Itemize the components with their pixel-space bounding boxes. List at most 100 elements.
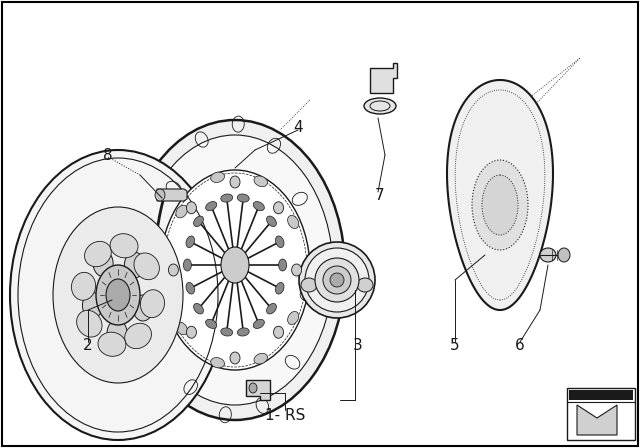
Text: 4: 4 (293, 121, 303, 135)
Ellipse shape (330, 273, 344, 287)
Ellipse shape (122, 220, 132, 230)
Ellipse shape (230, 352, 240, 364)
Ellipse shape (357, 278, 373, 292)
Ellipse shape (323, 266, 351, 294)
Ellipse shape (163, 263, 173, 277)
Ellipse shape (249, 383, 257, 393)
Ellipse shape (140, 228, 150, 238)
Text: 7: 7 (375, 188, 385, 202)
Ellipse shape (84, 241, 111, 267)
Ellipse shape (72, 272, 95, 300)
Ellipse shape (63, 266, 73, 276)
Text: 2: 2 (83, 337, 93, 353)
Ellipse shape (205, 202, 217, 211)
Ellipse shape (273, 326, 284, 338)
Ellipse shape (133, 295, 153, 321)
Ellipse shape (86, 228, 97, 238)
Ellipse shape (221, 247, 249, 283)
Text: 5: 5 (450, 337, 460, 353)
Ellipse shape (266, 303, 276, 314)
Ellipse shape (221, 328, 233, 336)
Ellipse shape (186, 326, 196, 338)
Ellipse shape (96, 265, 140, 325)
Ellipse shape (305, 248, 369, 312)
Ellipse shape (163, 314, 173, 324)
Ellipse shape (254, 353, 268, 364)
Ellipse shape (237, 328, 249, 336)
Ellipse shape (160, 170, 310, 370)
Ellipse shape (211, 172, 225, 182)
Ellipse shape (77, 310, 102, 337)
Ellipse shape (176, 205, 188, 218)
Polygon shape (577, 405, 617, 435)
Ellipse shape (211, 358, 225, 368)
Ellipse shape (364, 98, 396, 114)
Ellipse shape (221, 194, 233, 202)
Ellipse shape (122, 360, 132, 370)
Ellipse shape (53, 207, 183, 383)
Ellipse shape (106, 279, 130, 311)
Ellipse shape (275, 236, 284, 248)
Ellipse shape (137, 135, 333, 405)
Ellipse shape (253, 319, 264, 328)
Ellipse shape (72, 336, 83, 346)
Ellipse shape (168, 264, 179, 276)
Ellipse shape (237, 194, 249, 202)
Ellipse shape (186, 202, 196, 214)
Ellipse shape (176, 322, 188, 335)
Ellipse shape (110, 234, 138, 258)
Ellipse shape (155, 189, 165, 201)
Ellipse shape (299, 242, 375, 318)
Ellipse shape (186, 236, 195, 248)
Ellipse shape (154, 336, 164, 346)
Ellipse shape (482, 175, 518, 235)
Polygon shape (447, 80, 553, 310)
Polygon shape (370, 63, 397, 93)
Ellipse shape (154, 244, 164, 254)
Ellipse shape (254, 176, 268, 187)
Ellipse shape (186, 282, 195, 294)
Ellipse shape (540, 248, 556, 262)
Ellipse shape (125, 323, 152, 349)
Text: 6: 6 (515, 337, 525, 353)
Text: 8: 8 (103, 147, 113, 163)
Ellipse shape (184, 259, 191, 271)
Polygon shape (246, 380, 270, 400)
Ellipse shape (301, 278, 317, 292)
Ellipse shape (72, 244, 83, 254)
Polygon shape (569, 390, 633, 400)
Ellipse shape (230, 176, 240, 188)
Ellipse shape (125, 120, 345, 420)
Ellipse shape (93, 250, 113, 276)
Ellipse shape (287, 215, 299, 228)
Ellipse shape (275, 282, 284, 294)
Ellipse shape (266, 216, 276, 227)
Ellipse shape (292, 264, 301, 276)
Ellipse shape (98, 332, 126, 356)
Ellipse shape (472, 160, 528, 250)
Ellipse shape (253, 202, 264, 211)
Ellipse shape (124, 252, 145, 278)
Ellipse shape (60, 290, 70, 300)
Ellipse shape (273, 202, 284, 214)
Ellipse shape (315, 258, 359, 302)
Ellipse shape (205, 319, 217, 328)
Ellipse shape (10, 150, 226, 440)
Text: 1- RS: 1- RS (265, 408, 305, 422)
Ellipse shape (140, 290, 164, 318)
Ellipse shape (558, 248, 570, 262)
Ellipse shape (104, 360, 114, 370)
Ellipse shape (134, 253, 159, 280)
Ellipse shape (166, 290, 176, 300)
Ellipse shape (287, 311, 299, 324)
Ellipse shape (163, 266, 173, 276)
Text: 3: 3 (353, 337, 363, 353)
Ellipse shape (104, 220, 114, 230)
Ellipse shape (140, 352, 150, 362)
Ellipse shape (194, 303, 204, 314)
Polygon shape (567, 388, 635, 440)
Ellipse shape (194, 216, 204, 227)
Ellipse shape (63, 314, 73, 324)
Ellipse shape (107, 320, 127, 346)
Ellipse shape (278, 259, 287, 271)
